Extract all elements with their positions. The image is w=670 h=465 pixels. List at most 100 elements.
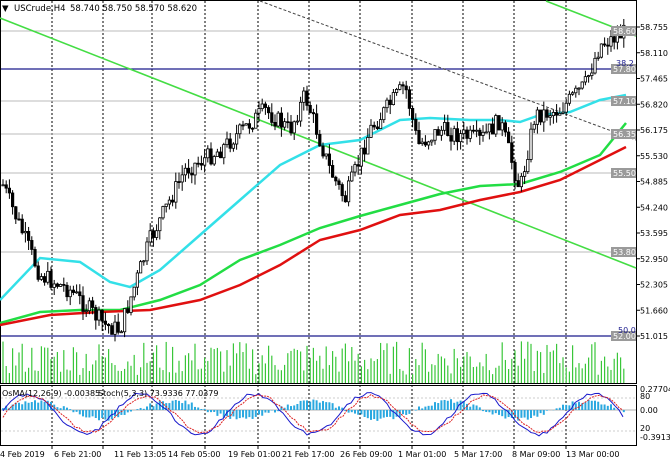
candle-body <box>17 218 21 221</box>
candle-body <box>7 187 11 194</box>
price-axis-label: 52.950 <box>640 255 668 264</box>
symbol-timeframe: USCrude,H4 <box>14 4 66 14</box>
level-tag-bg <box>611 247 636 257</box>
candle-body <box>334 176 338 182</box>
candle-body <box>4 184 8 189</box>
candle-body <box>238 124 242 135</box>
candle-body <box>167 199 171 205</box>
candle-body <box>186 167 191 174</box>
candle-body <box>68 289 72 298</box>
candle-body <box>612 36 616 43</box>
candle-body <box>382 107 386 121</box>
candle-body <box>481 131 485 136</box>
candle-body <box>474 129 479 132</box>
price-axis-label: 52.305 <box>640 281 668 290</box>
candle-body <box>305 90 309 106</box>
candle-body <box>394 88 399 93</box>
candle-body <box>318 133 322 147</box>
candle-body <box>378 119 383 129</box>
candle-body <box>603 43 607 46</box>
candle-body <box>295 120 300 123</box>
candle-body <box>398 84 402 90</box>
candle-body <box>609 36 613 47</box>
candle-body <box>190 172 194 176</box>
fib-labels: 38.2 50.0 <box>616 59 636 335</box>
candle-body <box>75 291 79 294</box>
candle-body <box>135 272 139 288</box>
candle-body <box>545 109 549 118</box>
level-tags: 58.60 57.80 57.10 56.35 55.50 53.80 52.00 <box>611 26 636 341</box>
candle-body <box>567 93 572 104</box>
candle-body <box>180 174 184 183</box>
time-axis-label: 21 Feb 17:00 <box>282 450 334 459</box>
candle-body <box>442 122 447 131</box>
candle-body <box>33 249 37 267</box>
candle-body <box>142 260 146 263</box>
level-tag-bg <box>611 26 636 36</box>
candle-body <box>247 123 251 129</box>
candle-body <box>302 90 306 103</box>
price-axis-label: 56.820 <box>640 100 668 109</box>
candle-body <box>558 112 562 116</box>
level-tag-text: 52.00 <box>613 332 636 341</box>
time-axis-label: 14 Feb 05:00 <box>168 450 220 459</box>
candle-body <box>539 109 543 123</box>
candle-body <box>26 230 31 241</box>
candle-body <box>577 87 581 90</box>
candle-body <box>555 112 559 116</box>
level-tag-bg <box>611 168 636 178</box>
candle-body <box>71 289 75 293</box>
indicator-axis-label: 20 <box>640 424 650 433</box>
level-tag-text: 58.60 <box>613 27 636 36</box>
candle-body <box>366 137 370 155</box>
candle-body <box>49 270 53 288</box>
time-axis-label: 11 Feb 13:05 <box>114 450 166 459</box>
candle-body <box>298 101 303 122</box>
candle-body <box>30 240 34 250</box>
price-axis-label: 58.755 <box>640 23 668 32</box>
candle-body <box>574 87 578 94</box>
candle-body <box>542 109 546 123</box>
candle-body <box>433 129 437 141</box>
candle-body <box>458 133 463 143</box>
candle-body <box>170 199 175 203</box>
candle-body <box>340 184 344 197</box>
candle-body <box>465 129 469 139</box>
stoch-signal-line <box>2 394 624 434</box>
time-axis-label: 4 Feb 2019 <box>0 450 45 459</box>
candle-body <box>590 72 594 76</box>
candle-body <box>519 175 524 188</box>
time-axis-label: 6 Feb 21:00 <box>54 450 101 459</box>
candle-body <box>196 162 200 165</box>
candle-body <box>420 141 424 145</box>
indicator-labels: OsMA(12,26,9) -0.00385 Stoch(5,3,3) 73.9… <box>2 389 218 398</box>
price-axis-label: 53.595 <box>640 229 668 238</box>
candle-body <box>39 276 44 280</box>
price-axis[interactable]: 58.755 58.110 57.465 56.820 56.175 55.530 54.8… <box>636 23 668 341</box>
candle-body <box>526 159 530 173</box>
candle-body <box>222 144 226 159</box>
ema-mid-line <box>0 122 627 325</box>
stoch-main-line <box>2 392 624 437</box>
candle-body <box>84 310 88 313</box>
candle-body <box>113 321 117 335</box>
candle-body <box>244 123 248 126</box>
candle-body <box>14 206 18 220</box>
candle-body <box>583 76 588 83</box>
chart-header: ▼ USCrude,H4 58.740 58.750 58.570 58.620 <box>2 4 197 14</box>
candle-body <box>593 57 597 74</box>
candle-body <box>462 129 466 135</box>
candle-body <box>62 284 66 286</box>
candle-body <box>289 121 293 134</box>
candle-body <box>218 151 223 159</box>
candle-body <box>404 85 408 91</box>
time-axis-label: 26 Feb 09:00 <box>340 450 392 459</box>
candle-body <box>231 143 235 149</box>
candle-body <box>497 115 501 131</box>
candle-body <box>279 112 284 128</box>
level-tag-bg <box>611 64 636 74</box>
candle-body <box>36 265 40 280</box>
candle-body <box>250 127 255 130</box>
candle-body <box>87 300 91 312</box>
